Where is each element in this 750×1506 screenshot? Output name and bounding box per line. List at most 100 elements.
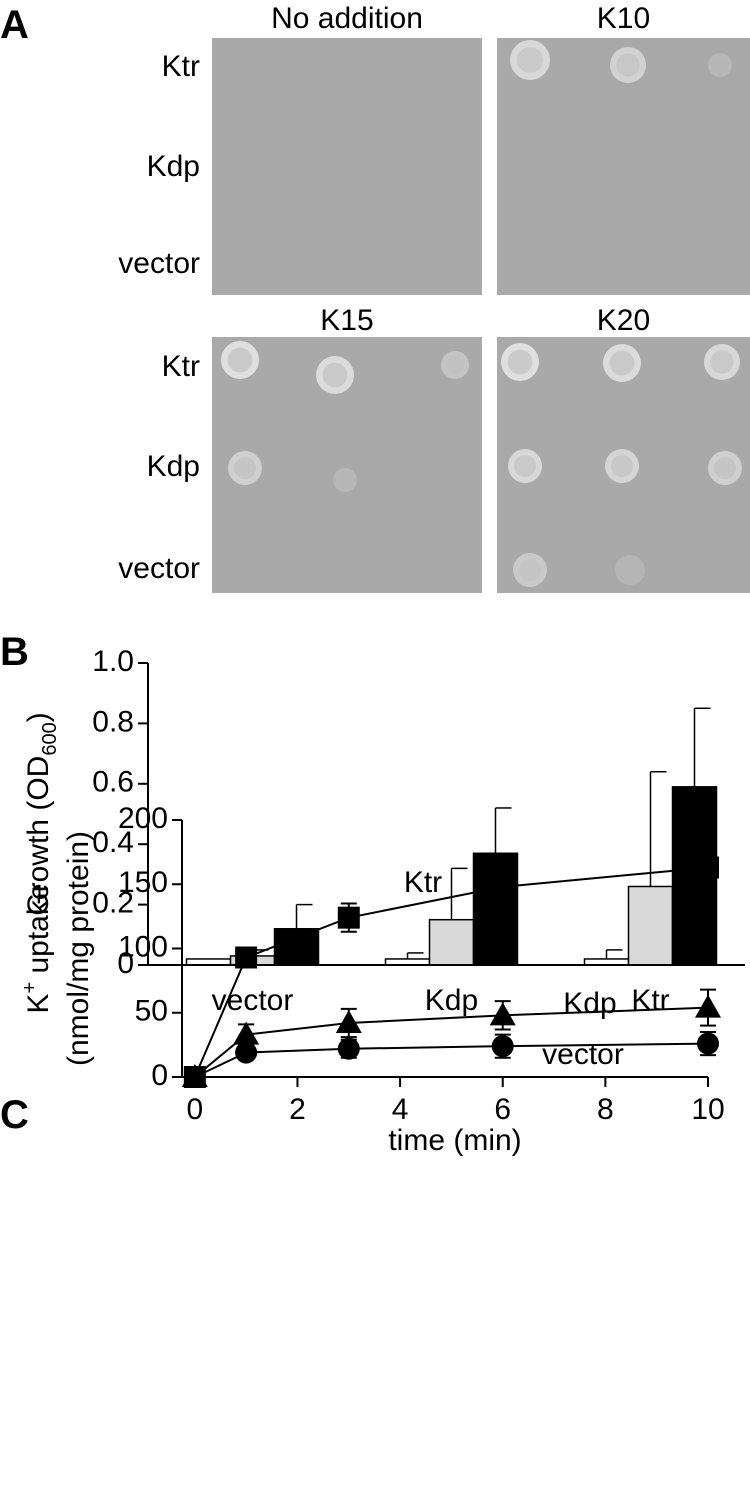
series-label: Ktr: [404, 866, 442, 899]
colony-center: [713, 456, 737, 480]
colony-spot: [508, 449, 542, 483]
plate-title: K10: [597, 2, 650, 35]
x-tick-label: vector: [212, 984, 294, 1017]
y-axis-label: Growth (OD600): [22, 712, 61, 915]
x-tick-label: 0: [186, 1093, 203, 1126]
colony-center: [227, 347, 253, 373]
colony-center: [610, 454, 634, 478]
marker: [489, 1002, 516, 1026]
marker: [183, 1066, 206, 1088]
panel-label: C: [0, 1093, 29, 1137]
y-tick-label: 0.2: [92, 887, 134, 920]
panel-label: A: [0, 3, 29, 47]
error-bar: [605, 949, 623, 959]
row-label: Ktr: [162, 50, 200, 83]
y-tick-label: 200: [118, 802, 168, 835]
series-label: Kdp: [563, 987, 616, 1020]
y-tick-label: 0: [151, 1059, 168, 1092]
plate-title: K20: [597, 304, 650, 337]
colony-spot: [228, 451, 262, 485]
error-bar: [649, 770, 667, 887]
marker: [233, 1021, 260, 1045]
colony-spot: [605, 449, 639, 483]
plate-title: K15: [320, 304, 373, 337]
y-label-sup: +: [19, 982, 41, 994]
colony-center: [518, 558, 542, 582]
colony-spot: [513, 553, 547, 587]
x-tick-label: Kdp: [425, 984, 478, 1017]
colony-center: [616, 53, 640, 77]
colony-center: [712, 57, 728, 73]
colony-spot: [708, 53, 732, 77]
row-label: Kdp: [147, 150, 200, 183]
marker: [491, 1035, 514, 1058]
row-label: vector: [118, 552, 200, 585]
bar: [627, 885, 674, 966]
colony-spot: [333, 468, 357, 492]
x-tick-label: Ktr: [631, 984, 669, 1017]
colony-spot: [610, 47, 646, 83]
series-line: [194, 1006, 709, 1078]
y-tick-label: 150: [118, 866, 168, 899]
colony-center: [620, 560, 640, 580]
x-axis-label: time (min): [388, 1124, 521, 1157]
x-tick-label: 4: [392, 1093, 409, 1126]
marker: [491, 875, 514, 898]
colony-center: [517, 47, 543, 73]
colony-center: [710, 350, 734, 374]
marker: [335, 1010, 362, 1034]
row-label: Kdp: [147, 450, 200, 483]
colony-spot: [441, 351, 469, 379]
error-bar: [494, 807, 512, 854]
colony-spot: [708, 451, 742, 485]
colony-center: [445, 355, 465, 375]
y-tick-label: 0: [117, 947, 134, 980]
series-label: vector: [542, 1038, 624, 1071]
y-label-main: Growth (OD: [22, 756, 55, 916]
y-label-end: uptake: [22, 883, 55, 981]
y-label-sub: 600: [39, 722, 61, 755]
y-label-end: ): [22, 712, 55, 722]
row-label: Ktr: [162, 350, 200, 383]
marker: [697, 1032, 719, 1055]
plate-title: No addition: [271, 2, 423, 35]
x-tick-label: 10: [691, 1093, 724, 1126]
row-label: vector: [118, 247, 200, 280]
colony-center: [507, 349, 533, 375]
y-label-main: K: [22, 994, 55, 1014]
y-tick-label: 0.4: [92, 826, 134, 859]
x-tick-label: 2: [289, 1093, 306, 1126]
colony-spot: [615, 555, 645, 585]
error-bar: [450, 867, 468, 920]
colony-center: [609, 350, 635, 376]
y-tick-label: 50: [135, 995, 168, 1028]
panel-label: B: [0, 630, 29, 674]
x-tick-label: 6: [494, 1093, 511, 1126]
colony-center: [513, 454, 537, 478]
y-axis-label: K+ uptake: [19, 883, 55, 1013]
colony-center: [337, 472, 353, 488]
series-line: [194, 1042, 709, 1078]
error-bar: [295, 903, 313, 929]
marker: [235, 946, 258, 969]
marker: [695, 994, 721, 1018]
marker: [235, 1041, 258, 1064]
colony-center: [322, 362, 348, 388]
x-tick-label: 8: [597, 1093, 614, 1126]
colony-spot: [510, 40, 550, 80]
plate: [212, 38, 482, 295]
y-tick-label: 0.8: [92, 705, 134, 738]
marker: [337, 1037, 360, 1060]
y-axis-label-2: (nmol/mg protein): [62, 831, 95, 1066]
colony-center: [233, 456, 257, 480]
error-bar: [406, 952, 424, 959]
y-tick-label: 1.0: [92, 645, 134, 678]
y-tick-label: 100: [118, 930, 168, 963]
colony-spot: [704, 344, 740, 380]
bar: [273, 928, 320, 966]
marker: [697, 856, 719, 879]
error-bar: [693, 707, 711, 787]
y-tick-label: 0.6: [92, 766, 134, 799]
bar: [428, 918, 475, 966]
